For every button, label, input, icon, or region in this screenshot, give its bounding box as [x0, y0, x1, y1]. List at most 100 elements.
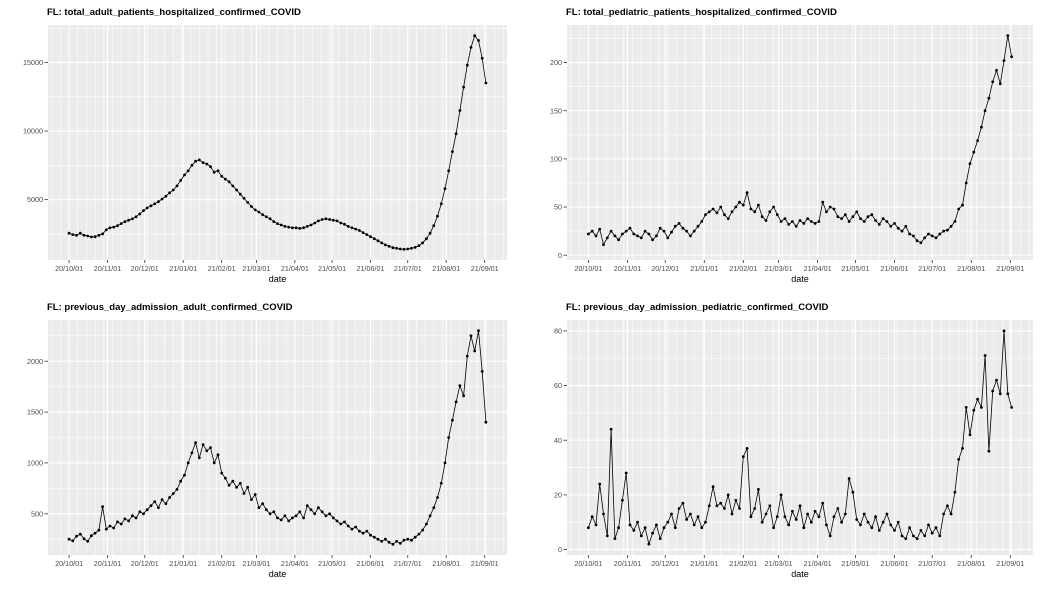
x-axis-title: date: [791, 569, 809, 579]
svg-text:20/11/01: 20/11/01: [614, 264, 641, 273]
x-axis-title: date: [269, 569, 287, 579]
chart-previous-day-admission-pediatric: 20/10/01 20/11/01 20/12/01 21/01/01 21/02/01…: [525, 295, 1051, 589]
data-points: [587, 34, 1013, 247]
svg-text:200: 200: [550, 58, 562, 67]
svg-text:150: 150: [550, 106, 562, 115]
data-points: [587, 329, 1013, 546]
minor-gridlines: [48, 320, 507, 555]
chart-title: FL: previous_day_admission_adult_confirm…: [47, 302, 293, 313]
svg-text:21/03/01: 21/03/01: [765, 559, 793, 568]
svg-text:80: 80: [554, 327, 562, 336]
svg-text:21/06/01: 21/06/01: [357, 559, 385, 568]
svg-text:20/12/01: 20/12/01: [651, 559, 679, 568]
svg-text:1000: 1000: [27, 459, 43, 468]
svg-text:21/04/01: 21/04/01: [281, 559, 309, 568]
svg-text:15000: 15000: [23, 58, 43, 67]
svg-text:21/08/01: 21/08/01: [432, 559, 460, 568]
svg-text:21/08/01: 21/08/01: [432, 264, 460, 273]
svg-text:21/06/01: 21/06/01: [357, 264, 385, 273]
axis-tick-marks: [563, 330, 1011, 558]
major-gridlines: [48, 25, 507, 260]
svg-text:21/04/01: 21/04/01: [804, 264, 832, 273]
svg-text:21/07/01: 21/07/01: [918, 264, 946, 273]
svg-text:21/01/01: 21/01/01: [169, 559, 197, 568]
svg-text:21/01/01: 21/01/01: [690, 559, 718, 568]
data-points: [67, 329, 488, 546]
x-tick-labels: 20/10/01 20/11/01 20/12/01 21/01/01 21/02/01…: [574, 264, 1024, 273]
chart-total-adult-svg: 20/10/01 20/11/01 20/12/01 21/01/01 21/02/01…: [23, 7, 507, 284]
svg-text:20/10/01: 20/10/01: [574, 264, 602, 273]
major-gridlines: [567, 25, 1033, 260]
x-tick-labels: 20/10/01 20/11/01 20/12/01 21/01/01 21/02/01…: [55, 264, 499, 273]
svg-text:21/06/01: 21/06/01: [881, 264, 909, 273]
x-axis-title: date: [269, 274, 287, 284]
chart-total-adult-patients-hospitalized: 20/10/01 20/11/01 20/12/01 21/01/01 21/02/01…: [0, 0, 525, 295]
svg-text:40: 40: [554, 436, 562, 445]
svg-text:21/07/01: 21/07/01: [918, 559, 946, 568]
chart-title: FL: total_adult_patients_hospitalized_co…: [47, 7, 301, 18]
svg-text:21/03/01: 21/03/01: [765, 264, 793, 273]
chart-title: FL: total_pediatric_patients_hospitalize…: [566, 7, 837, 18]
svg-text:20/10/01: 20/10/01: [55, 264, 83, 273]
svg-text:21/07/01: 21/07/01: [394, 264, 422, 273]
x-tick-labels: 20/10/01 20/11/01 20/12/01 21/01/01 21/02/01…: [574, 559, 1024, 568]
axis-tick-marks: [44, 360, 486, 558]
svg-text:21/03/01: 21/03/01: [242, 264, 270, 273]
svg-text:21/09/01: 21/09/01: [996, 559, 1024, 568]
svg-text:0: 0: [558, 545, 562, 554]
svg-text:20: 20: [554, 491, 562, 500]
svg-text:21/09/01: 21/09/01: [471, 264, 499, 273]
x-axis-title: date: [791, 274, 809, 284]
svg-text:20/12/01: 20/12/01: [131, 559, 159, 568]
svg-text:21/04/01: 21/04/01: [804, 559, 832, 568]
svg-text:20/12/01: 20/12/01: [651, 264, 679, 273]
svg-text:20/11/01: 20/11/01: [94, 559, 121, 568]
axis-tick-marks: [563, 62, 1011, 263]
svg-text:21/05/01: 21/05/01: [841, 559, 869, 568]
minor-gridlines: [567, 320, 1033, 555]
svg-text:21/09/01: 21/09/01: [996, 264, 1024, 273]
axis-tick-marks: [44, 62, 486, 263]
chart-total-pediatric-svg: 20/10/01 20/11/01 20/12/01 21/01/01 21/02/01…: [550, 7, 1033, 284]
svg-text:21/02/01: 21/02/01: [729, 559, 757, 568]
svg-text:21/02/01: 21/02/01: [208, 264, 236, 273]
svg-text:21/02/01: 21/02/01: [729, 264, 757, 273]
y-tick-labels: 0 50 100 150 200: [550, 58, 562, 260]
svg-text:21/04/01: 21/04/01: [281, 264, 309, 273]
major-gridlines: [48, 320, 507, 555]
svg-text:21/08/01: 21/08/01: [957, 559, 985, 568]
svg-text:21/07/01: 21/07/01: [394, 559, 422, 568]
chart-admission-pediatric-svg: 20/10/01 20/11/01 20/12/01 21/01/01 21/02/01…: [554, 302, 1033, 579]
svg-text:10000: 10000: [23, 127, 43, 136]
svg-text:20/11/01: 20/11/01: [94, 264, 121, 273]
svg-text:1500: 1500: [27, 408, 43, 417]
svg-text:21/09/01: 21/09/01: [471, 559, 499, 568]
svg-text:20/10/01: 20/10/01: [574, 559, 602, 568]
svg-text:100: 100: [550, 155, 562, 164]
svg-text:20/12/01: 20/12/01: [131, 264, 159, 273]
svg-text:21/02/01: 21/02/01: [208, 559, 236, 568]
major-gridlines: [567, 320, 1033, 555]
y-tick-labels: 5000 10000 15000: [23, 58, 43, 204]
svg-text:21/08/01: 21/08/01: [957, 264, 985, 273]
svg-text:60: 60: [554, 381, 562, 390]
svg-text:20/11/01: 20/11/01: [614, 559, 641, 568]
svg-text:5000: 5000: [27, 195, 43, 204]
svg-text:21/05/01: 21/05/01: [318, 264, 346, 273]
svg-text:50: 50: [554, 203, 562, 212]
svg-text:21/05/01: 21/05/01: [318, 559, 346, 568]
chart-previous-day-admission-adult: 20/10/01 20/11/01 20/12/01 21/01/01 21/02/01…: [0, 295, 525, 589]
y-tick-labels: 500 1000 1500 2000: [27, 357, 43, 519]
svg-text:21/01/01: 21/01/01: [690, 264, 718, 273]
svg-text:2000: 2000: [27, 357, 43, 366]
svg-text:20/10/01: 20/10/01: [55, 559, 83, 568]
chart-admission-adult-svg: 20/10/01 20/11/01 20/12/01 21/01/01 21/02/01…: [27, 302, 507, 579]
svg-text:21/05/01: 21/05/01: [841, 264, 869, 273]
x-tick-labels: 20/10/01 20/11/01 20/12/01 21/01/01 21/02/01…: [55, 559, 499, 568]
svg-text:21/01/01: 21/01/01: [169, 264, 197, 273]
svg-text:0: 0: [558, 251, 562, 260]
svg-text:21/03/01: 21/03/01: [242, 559, 270, 568]
svg-text:500: 500: [31, 509, 43, 518]
y-tick-labels: 0 20 40 60 80: [554, 327, 562, 555]
